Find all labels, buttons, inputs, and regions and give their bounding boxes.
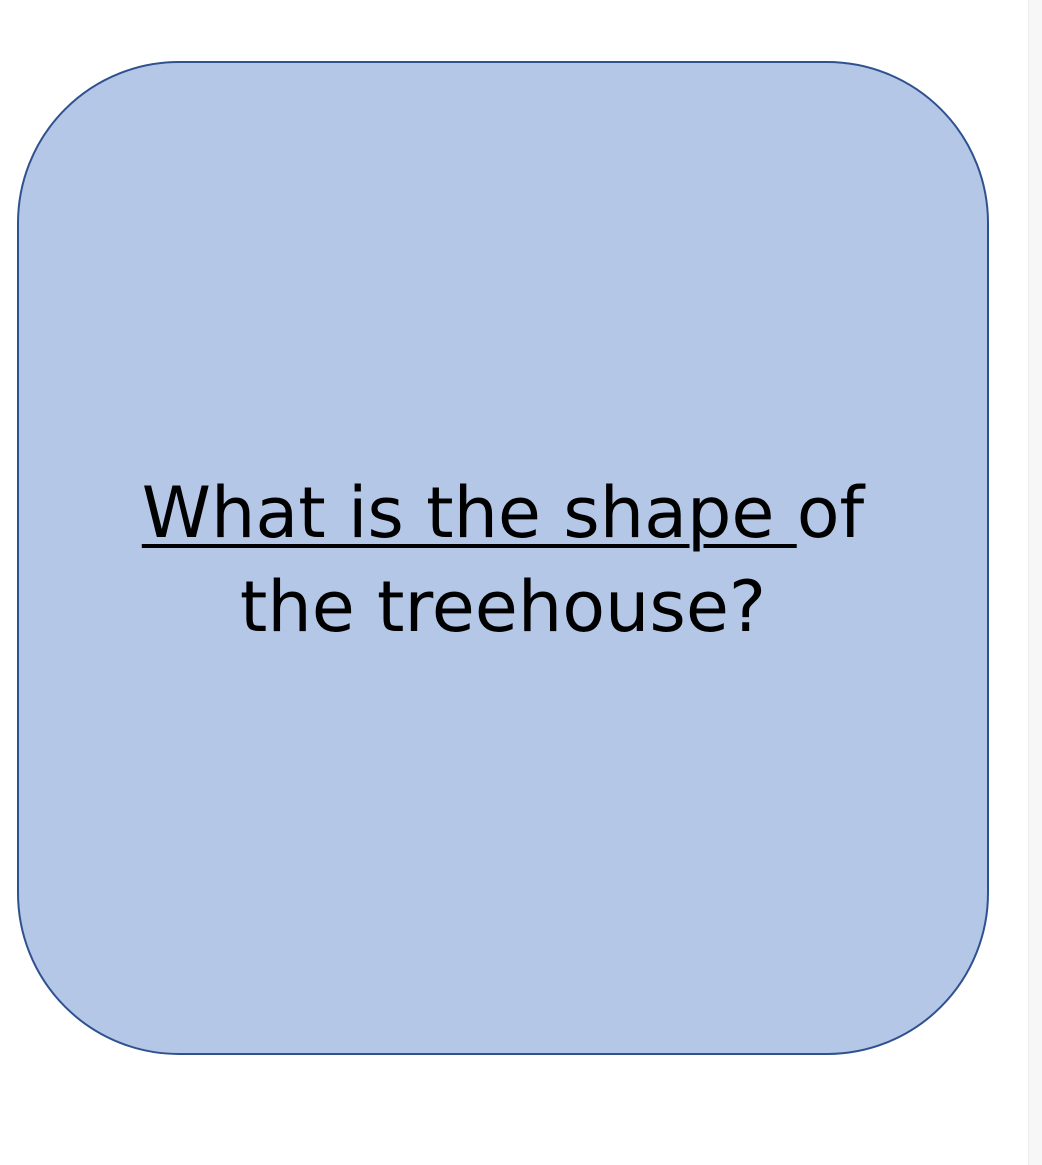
question-line-2: the treehouse? xyxy=(239,566,767,648)
question-first-line-rest: of xyxy=(796,472,865,554)
question-text: What is the shape of the treehouse? xyxy=(142,466,864,654)
question-card: What is the shape of the treehouse? xyxy=(17,61,989,1055)
question-line-1: What is the shape of xyxy=(142,466,864,560)
page-edge xyxy=(1028,0,1042,1165)
question-underlined-text: What is the shape xyxy=(141,472,797,554)
